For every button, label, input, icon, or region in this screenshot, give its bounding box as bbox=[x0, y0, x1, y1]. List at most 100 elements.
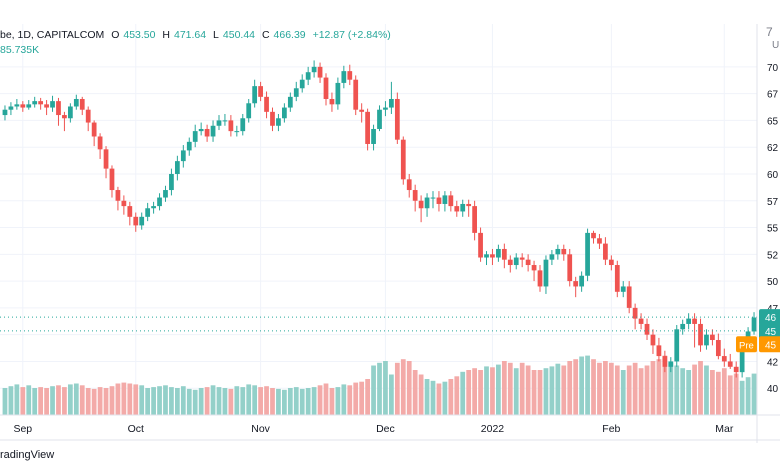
candle-body bbox=[287, 96, 293, 108]
candle-body bbox=[614, 265, 620, 292]
volume-bar bbox=[56, 385, 61, 415]
volume-bar bbox=[710, 370, 715, 415]
candle-body bbox=[531, 265, 537, 271]
candle-body bbox=[163, 190, 168, 198]
volume-bar bbox=[38, 387, 44, 415]
pre-market-label: Pre bbox=[739, 340, 754, 351]
volume-bar bbox=[192, 389, 198, 415]
y-tick-label: 62 bbox=[767, 143, 779, 154]
x-tick-label: Feb bbox=[602, 423, 620, 435]
candle-body bbox=[50, 101, 55, 108]
candle-body bbox=[424, 197, 430, 209]
candle-body bbox=[121, 200, 127, 207]
y-tick-label: 55 bbox=[767, 224, 779, 235]
candle-body bbox=[704, 334, 709, 346]
volume-bar bbox=[721, 368, 727, 415]
volume-bar bbox=[579, 356, 585, 415]
volume-bar bbox=[323, 383, 329, 415]
candle-body bbox=[400, 139, 406, 180]
volume-bar bbox=[448, 379, 454, 415]
volume-bar bbox=[79, 385, 85, 415]
volume-bar bbox=[234, 386, 240, 415]
volume-bar bbox=[73, 383, 79, 415]
volume-bar bbox=[704, 365, 709, 415]
candle-body bbox=[14, 104, 20, 107]
volume-bar bbox=[400, 359, 406, 415]
volume-bar bbox=[204, 387, 210, 415]
volume-bar bbox=[109, 386, 115, 415]
candle-body bbox=[525, 259, 531, 266]
candle-body bbox=[204, 128, 210, 137]
candle-body bbox=[555, 248, 561, 255]
volume-bar bbox=[127, 383, 133, 415]
volume-bar bbox=[2, 388, 8, 415]
volume-bar bbox=[614, 365, 620, 415]
volume-bar bbox=[32, 388, 38, 415]
volume-bar bbox=[198, 388, 204, 415]
volume-bar bbox=[258, 387, 263, 415]
candle-body bbox=[490, 254, 495, 258]
time-axis[interactable]: Sep Oct Nov Dec 2022 Feb Mar bbox=[0, 414, 780, 441]
volume-bar bbox=[341, 384, 347, 415]
candle-body bbox=[668, 361, 674, 367]
volume-bar bbox=[597, 362, 602, 415]
volume-bar bbox=[692, 364, 697, 415]
pre-market-tag bbox=[736, 336, 757, 353]
candle-body bbox=[371, 128, 376, 144]
candle-body bbox=[603, 243, 608, 260]
candle-body bbox=[311, 66, 317, 73]
candle-body bbox=[252, 86, 258, 104]
x-tick-label: Dec bbox=[376, 423, 395, 435]
y-tick-label: 50 bbox=[767, 277, 779, 288]
candle-body bbox=[139, 216, 145, 226]
candle-body bbox=[73, 98, 79, 107]
candle-body bbox=[216, 120, 222, 126]
candle-body bbox=[739, 345, 745, 373]
volume-bar bbox=[252, 385, 258, 415]
volume-bar bbox=[424, 379, 430, 415]
volume-bar bbox=[222, 388, 228, 415]
volume-bar bbox=[359, 381, 365, 415]
candle-body bbox=[246, 103, 252, 119]
candle-body bbox=[573, 281, 579, 287]
volume-bar bbox=[287, 388, 293, 415]
candle-body bbox=[282, 107, 287, 119]
price-axis[interactable]: 40424547505255576062656770464545Pre bbox=[736, 24, 780, 443]
brand-footer[interactable]: radingView bbox=[0, 449, 55, 461]
candle-body bbox=[240, 118, 246, 132]
volume-bar bbox=[644, 365, 650, 415]
candle-body bbox=[97, 136, 103, 150]
candle-body bbox=[406, 179, 412, 191]
volume-bar bbox=[739, 380, 745, 415]
volume-bar bbox=[478, 370, 483, 415]
volume-bar bbox=[85, 388, 91, 415]
volume-bar bbox=[180, 386, 186, 415]
volume-bar bbox=[8, 386, 14, 415]
candle-body bbox=[323, 77, 329, 99]
volume-bar bbox=[454, 376, 460, 415]
x-tick-label: Mar bbox=[715, 423, 734, 435]
candle-body bbox=[478, 232, 483, 258]
candle-body bbox=[454, 206, 460, 212]
candle-body bbox=[317, 66, 323, 78]
candle-body bbox=[496, 248, 501, 258]
volume-bar bbox=[620, 370, 626, 415]
volume-bar bbox=[501, 361, 507, 415]
candle-body bbox=[394, 98, 400, 140]
symbol-label: be, 1D, CAPITALCOM bbox=[0, 29, 105, 41]
candle-body bbox=[715, 340, 721, 357]
volume-bar bbox=[472, 368, 477, 415]
volume-bar bbox=[430, 380, 436, 415]
candle-body bbox=[597, 238, 602, 244]
price-label-text: 45 bbox=[765, 340, 777, 351]
volume-bar bbox=[97, 387, 103, 415]
y-tick-label: 60 bbox=[767, 170, 779, 181]
volume-bar bbox=[537, 370, 543, 415]
y-tick-label: 57 bbox=[767, 197, 779, 208]
volume-bar bbox=[389, 374, 394, 415]
candle-body bbox=[228, 120, 234, 132]
volume-bar bbox=[561, 365, 567, 415]
volume-bar bbox=[353, 382, 359, 415]
